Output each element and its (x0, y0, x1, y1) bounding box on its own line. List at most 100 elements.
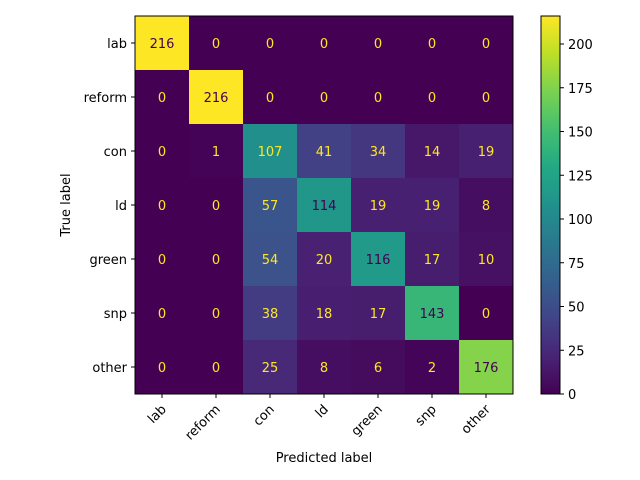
cell-value-label: 34 (370, 145, 387, 160)
heatmap-cell-reform-other (459, 70, 514, 125)
cell-value-label: 114 (312, 199, 337, 214)
cell-value-label: 116 (366, 253, 391, 268)
cell-value-label: 20 (316, 253, 333, 268)
heatmap-cell-ld-other (459, 178, 514, 233)
cell-value-label: 2 (428, 361, 436, 376)
cell-value-label: 0 (320, 37, 328, 52)
cell-value-label: 0 (320, 91, 328, 106)
x-axis-ticks: lab reform con ld green snp other (145, 394, 494, 443)
cell-value-label: 0 (158, 253, 166, 268)
cell-value-label: 0 (374, 91, 382, 106)
cell-value-label: 17 (424, 253, 441, 268)
colorbar-tick-label-125: 125 (568, 169, 593, 184)
colorbar-tick-label-25: 25 (568, 344, 585, 359)
x-tick-label-reform: reform (183, 402, 224, 443)
y-tick-label-other: other (92, 361, 127, 376)
heatmap-cell-reform-ld (297, 70, 352, 125)
heatmap-cell-other-ld (297, 340, 352, 395)
colorbar-tick-label-200: 200 (568, 38, 593, 53)
heatmap-cell-lab-ld (297, 16, 352, 71)
cell-value-label: 0 (158, 361, 166, 376)
y-tick-label-ld: ld (115, 199, 127, 214)
y-tick-label-lab: lab (107, 37, 127, 52)
cell-value-label: 107 (258, 145, 283, 160)
y-tick-label-con: con (104, 145, 127, 160)
heatmap-cell-snp-ld (297, 286, 352, 341)
cell-value-label: 0 (212, 199, 220, 214)
heatmap-cell-ld-ld (297, 178, 352, 233)
y-tick-label-snp: snp (104, 307, 127, 322)
heatmap-cell-con-reform (189, 124, 244, 179)
heatmap-cell-other-lab (135, 340, 190, 395)
heatmap-cell-ld-green (351, 178, 406, 233)
heatmap-cell-green-snp (405, 232, 460, 287)
heatmap-cell-green-lab (135, 232, 190, 287)
colorbar-tick-label-50: 50 (568, 301, 585, 316)
cell-value-label: 0 (212, 37, 220, 52)
heatmap-cell-green-con (243, 232, 298, 287)
cell-value-label: 0 (158, 91, 166, 106)
colorbar-tick-label-150: 150 (568, 126, 593, 141)
cell-value-label: 8 (482, 199, 490, 214)
cell-value-label: 19 (478, 145, 495, 160)
x-tick-label-snp: snp (413, 402, 440, 429)
heatmap-cell-con-green (351, 124, 406, 179)
cell-value-label: 0 (374, 37, 382, 52)
cell-value-label: 216 (150, 37, 175, 52)
heatmap-cell-reform-con (243, 70, 298, 125)
heatmap-cell-green-ld (297, 232, 352, 287)
cell-value-label: 38 (262, 307, 279, 322)
cell-value-label: 41 (316, 145, 333, 160)
colorbar-tick-label-175: 175 (568, 82, 593, 97)
heatmap-cell-lab-reform (189, 16, 244, 71)
cell-value-label: 54 (262, 253, 279, 268)
cell-value-label: 216 (204, 91, 229, 106)
cell-value-label: 0 (158, 199, 166, 214)
heatmap-cell-lab-other (459, 16, 514, 71)
heatmap-cell-ld-lab (135, 178, 190, 233)
heatmap-cell-con-lab (135, 124, 190, 179)
heatmap-cell-other-green (351, 340, 406, 395)
colorbar-tick-label-75: 75 (568, 257, 585, 272)
heatmap-cell-snp-reform (189, 286, 244, 341)
heatmap-cell-con-con (243, 124, 298, 179)
heatmap-cell-snp-con (243, 286, 298, 341)
heatmap-cell-con-ld (297, 124, 352, 179)
heatmap-cell-other-con (243, 340, 298, 395)
cell-value-label: 1 (212, 145, 220, 160)
heatmap-cell-labels: 216 0 0 0 0 0 0 0 216 0 0 0 0 0 0 1 107 41 34 14 19 0 0 57 114 19… (150, 37, 499, 376)
heatmap-cell-lab-green (351, 16, 406, 71)
x-axis-label: Predicted label (276, 451, 373, 466)
y-axis-label: True label (59, 173, 74, 237)
cell-value-label: 0 (482, 91, 490, 106)
colorbar (540, 15, 561, 395)
heatmap-cell-lab-lab (135, 16, 190, 71)
colorbar-tick-label-100: 100 (568, 213, 593, 228)
x-tick-label-other: other (459, 402, 495, 438)
heatmap-cell-snp-lab (135, 286, 190, 341)
cell-value-label: 57 (262, 199, 279, 214)
cell-value-label: 143 (420, 307, 445, 322)
cell-value-label: 0 (212, 307, 220, 322)
heatmap-cell-ld-con (243, 178, 298, 233)
cell-value-label: 17 (370, 307, 387, 322)
y-tick-label-green: green (89, 253, 127, 268)
cell-value-label: 0 (266, 37, 274, 52)
heatmap-cell-other-reform (189, 340, 244, 395)
heatmap-cell-ld-snp (405, 178, 460, 233)
cell-value-label: 0 (482, 307, 490, 322)
cell-value-label: 6 (374, 361, 382, 376)
heatmap-cell-snp-snp (405, 286, 460, 341)
heatmap-cell-ld-reform (189, 178, 244, 233)
heatmap-cell-con-snp (405, 124, 460, 179)
colorbar-ticks: 0 25 50 75 100 125 150 175 200 (560, 38, 593, 403)
x-tick-label-lab: lab (145, 402, 170, 427)
heatmap-cell-other-snp (405, 340, 460, 395)
heatmap-cell-snp-other (459, 286, 514, 341)
heatmap-cell-reform-snp (405, 70, 460, 125)
cell-value-label: 25 (262, 361, 279, 376)
cell-value-label: 14 (424, 145, 441, 160)
x-tick-label-con: con (251, 402, 278, 429)
cell-value-label: 18 (316, 307, 333, 322)
